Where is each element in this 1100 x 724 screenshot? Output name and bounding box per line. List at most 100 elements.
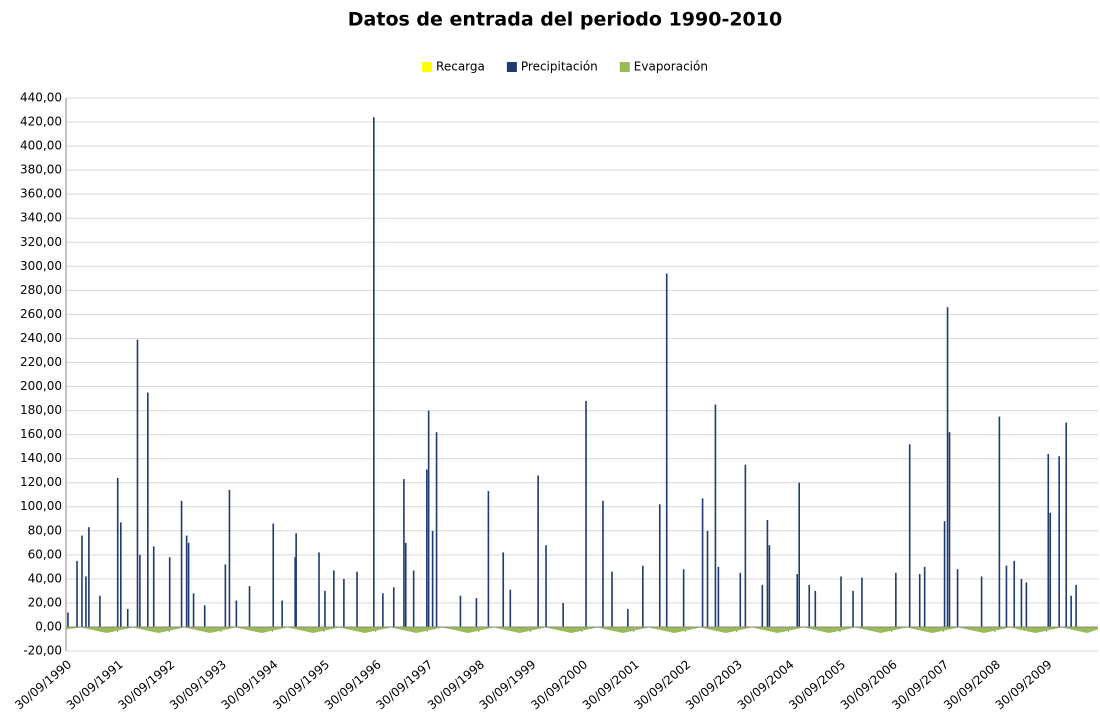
bar — [120, 522, 122, 627]
bar — [627, 608, 629, 627]
bar — [85, 576, 87, 627]
bar — [228, 489, 231, 627]
bar — [798, 482, 801, 627]
y-tick-label: 380,00 — [20, 163, 62, 177]
y-tick-label: 220,00 — [20, 355, 62, 369]
bar — [943, 521, 946, 627]
bar — [88, 527, 90, 627]
bar — [642, 565, 644, 627]
y-tick-label: 200,00 — [20, 379, 62, 393]
bar — [658, 504, 661, 627]
bar — [412, 570, 415, 627]
y-tick-label: 60,00 — [28, 547, 62, 561]
bar — [427, 410, 430, 627]
y-tick-label: 80,00 — [28, 523, 62, 537]
bar — [665, 273, 668, 627]
bar — [562, 602, 564, 627]
bar — [116, 477, 119, 627]
bar — [235, 600, 238, 627]
bar — [761, 584, 764, 627]
bar — [509, 589, 512, 627]
bar — [585, 400, 587, 627]
bar — [81, 535, 83, 627]
bar — [356, 571, 358, 627]
bar — [343, 578, 345, 627]
bar — [1047, 453, 1050, 627]
y-tick-label: 180,00 — [20, 403, 62, 417]
bar — [431, 530, 434, 627]
y-tick-label: 240,00 — [20, 331, 62, 345]
bar — [146, 392, 149, 627]
bar — [768, 545, 771, 627]
bar — [333, 570, 335, 627]
bar — [1065, 422, 1068, 627]
bar — [1058, 456, 1060, 627]
bar — [714, 404, 717, 627]
bar — [537, 475, 539, 627]
y-tick-label: 440,00 — [20, 91, 62, 105]
bar — [272, 523, 275, 627]
bar — [1013, 560, 1016, 627]
bar — [611, 571, 613, 627]
bar — [180, 500, 183, 627]
bar — [766, 519, 769, 627]
bar — [192, 593, 195, 627]
bar — [808, 584, 811, 627]
bar — [248, 586, 251, 627]
bar — [946, 307, 949, 627]
bar — [392, 587, 395, 627]
bar — [139, 554, 141, 627]
bar — [168, 557, 171, 627]
y-tick-label: 40,00 — [28, 571, 62, 585]
bar — [126, 608, 129, 627]
bar — [796, 574, 799, 627]
bar — [382, 593, 384, 627]
bar — [895, 572, 897, 627]
bar — [1005, 565, 1008, 627]
bar — [840, 576, 842, 627]
legend-swatch — [422, 62, 433, 72]
bar — [67, 612, 69, 627]
y-tick-label: 140,00 — [20, 451, 62, 465]
bar — [294, 557, 296, 627]
bar — [923, 566, 926, 627]
bar — [185, 535, 188, 627]
y-tick-label: 100,00 — [20, 499, 62, 513]
y-tick-label: 420,00 — [20, 115, 62, 129]
legend: Recarga Precipitación Evaporación — [422, 60, 708, 74]
y-tick-label: 160,00 — [20, 427, 62, 441]
bar — [136, 339, 139, 627]
legend-swatch — [506, 62, 517, 72]
y-tick-label: 280,00 — [20, 283, 62, 297]
bar — [435, 432, 438, 627]
chart-title: Datos de entrada del periodo 1990-2010 — [348, 9, 782, 31]
y-tick-label: 400,00 — [20, 139, 62, 153]
bar — [318, 552, 320, 627]
bar — [956, 569, 959, 627]
y-tick-label: 20,00 — [28, 595, 62, 609]
bar — [99, 595, 101, 627]
legend-label: Recarga — [436, 60, 485, 74]
bar — [203, 605, 206, 627]
x-tick-label: 30/09/2009 — [993, 657, 1055, 712]
bar — [744, 464, 747, 627]
y-tick-label: 120,00 — [20, 475, 62, 489]
bar — [281, 600, 283, 627]
bar — [602, 500, 604, 627]
bar — [1075, 584, 1077, 627]
bar — [739, 572, 742, 627]
bar — [1020, 578, 1023, 627]
bar — [701, 498, 704, 627]
y-tick-label: 340,00 — [20, 211, 62, 225]
legend-swatch — [619, 62, 630, 72]
y-tick-label: -20,00 — [23, 644, 62, 658]
bar — [706, 530, 709, 627]
bar — [152, 546, 155, 627]
bar — [948, 432, 951, 627]
bar — [1070, 595, 1072, 627]
y-tick-label: 360,00 — [20, 187, 62, 201]
legend-label: Precipitación — [521, 60, 598, 74]
bar — [545, 545, 547, 627]
bar — [324, 590, 326, 627]
